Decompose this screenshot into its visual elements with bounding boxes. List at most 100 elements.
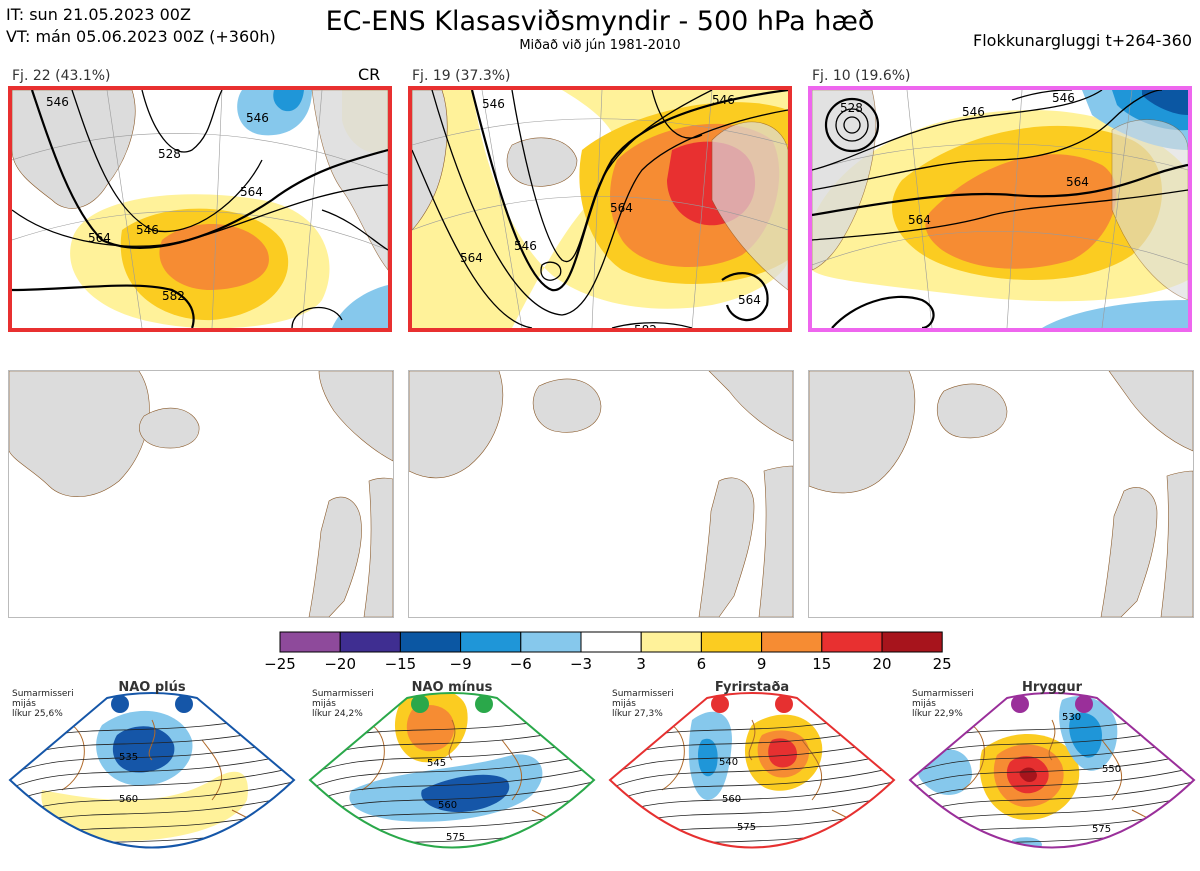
height-contour <box>910 751 1194 793</box>
regime-sector-frame <box>908 692 1196 849</box>
panel-2-label: Fj. 19 (37.3%) <box>412 68 511 84</box>
contour-label: 564 <box>88 231 111 245</box>
colorbar-tick-label: 15 <box>812 655 831 673</box>
empty-map-3 <box>808 370 1194 618</box>
contour-label: 560 <box>119 794 138 805</box>
regime-title: Fyrirstaða <box>715 680 789 695</box>
anomaly-negative-area <box>273 90 304 112</box>
land-europe <box>1160 470 1193 617</box>
height-contour <box>310 737 594 779</box>
height-contour <box>610 737 894 779</box>
regime-info: Sumarmisseri mijás líkur 24,2% <box>312 689 374 719</box>
regime-map: 530 550 575 Hryggur <box>908 680 1196 849</box>
regime-anomaly-area <box>406 705 455 752</box>
land-europe <box>363 477 393 617</box>
regime-anomaly-area <box>421 774 510 813</box>
contour-label: 564 <box>460 251 483 265</box>
land-british-isles <box>308 496 362 617</box>
regime-map: 540 560 575 Fyrirstaða <box>608 680 896 849</box>
regime-info: Sumarmisseri mijás líkur 22,9% <box>912 689 974 719</box>
regime-info-line: Sumarmisseri <box>912 689 974 699</box>
regime-info-line: mijás <box>12 699 36 709</box>
empty-map-2 <box>408 370 794 618</box>
coastline <box>961 719 1183 827</box>
contour-label: 545 <box>427 758 446 769</box>
graticule <box>12 90 388 328</box>
land-scandinavia <box>318 371 393 462</box>
contour-label: 560 <box>438 800 457 811</box>
land-iceland <box>506 137 578 187</box>
contour-label: 560 <box>722 794 741 805</box>
regime-anomaly-area <box>41 771 248 841</box>
regime-sector-frame <box>608 692 896 849</box>
colorbar-swatch <box>520 631 582 653</box>
contour-label: 550 <box>1102 764 1121 775</box>
contour-label: 546 <box>246 111 269 125</box>
land-greenland <box>809 371 916 494</box>
anomaly-negative-area <box>1042 300 1188 328</box>
anomaly-negative-area <box>1142 90 1188 115</box>
regime-marker <box>1075 695 1093 713</box>
colorbar-swatch <box>580 631 642 653</box>
regime-anomaly-area <box>1069 712 1102 758</box>
anomaly-positive-area <box>925 154 1117 269</box>
colorbar-swatch <box>279 631 341 653</box>
contour-labels: 528 546 546 564 564 <box>840 91 1089 227</box>
regime-info: Sumarmisseri mijás líkur 25,6% <box>12 689 74 719</box>
land-greenland <box>12 90 136 209</box>
contour-label: 546 <box>712 93 735 107</box>
cluster-map-1-svg: 546 528 546 546 564 564 582 <box>12 90 388 328</box>
cluster-map-3: 528 546 546 564 564 <box>808 86 1192 332</box>
contour-label: 546 <box>514 239 537 253</box>
regime-map: 535 560 NAO plús <box>8 680 296 849</box>
colorbar-swatch <box>821 631 883 653</box>
colorbar-tick-label: −20 <box>324 655 356 673</box>
regime-map: 545 560 575 NAO mínus <box>308 680 596 849</box>
colorbar-swatch <box>460 631 522 653</box>
contour-label: 528 <box>840 101 863 115</box>
chart-subtitle: Miðað við jún 1981-2010 <box>519 38 681 53</box>
cluster-map-3-svg: 528 546 546 564 564 <box>812 90 1188 328</box>
regime-info-line: Sumarmisseri <box>12 689 74 699</box>
empty-map-1 <box>8 370 394 618</box>
regime-sector-frame <box>308 692 596 849</box>
land-scandinavia <box>311 90 388 271</box>
regime-title: NAO plús <box>118 680 186 695</box>
colorbar-swatch <box>881 631 943 653</box>
cluster-map-1: 546 528 546 546 564 564 582 <box>8 86 392 332</box>
regime-marker <box>711 695 729 713</box>
height-contour <box>910 765 1194 807</box>
colorbar-swatch <box>339 631 401 653</box>
colorbar-tick-label: −15 <box>385 655 417 673</box>
panel-1-regime-tag: CR <box>358 65 381 84</box>
height-contour <box>10 751 294 793</box>
initial-time: IT: sun 21.05.2023 00Z <box>6 5 191 24</box>
land-british-isles <box>698 477 755 617</box>
contour-label: 564 <box>738 293 761 307</box>
coastline <box>61 719 283 827</box>
contour-label: 575 <box>737 822 756 833</box>
colorbar-tick-label: −3 <box>570 655 592 673</box>
contour-label: 546 <box>1052 91 1075 105</box>
empty-map-1-svg <box>9 371 393 617</box>
colorbar-tick-label: 20 <box>872 655 891 673</box>
regime-sector-frame <box>8 692 296 849</box>
colorbar-tick-label: 3 <box>636 655 646 673</box>
valid-time: VT: mán 05.06.2023 00Z (+360h) <box>6 27 276 46</box>
land-greenland <box>412 90 448 231</box>
chart-title: EC-ENS Klasasviðsmyndir - 500 hPa hæð <box>325 6 875 37</box>
regime-info-line: mijás <box>912 699 936 709</box>
empty-map-2-svg <box>409 371 793 617</box>
regime-anomaly-area <box>112 726 175 773</box>
regime-marker <box>475 695 493 713</box>
regime-probability: líkur 27,3% <box>612 709 663 719</box>
colorbar-swatch <box>761 631 823 653</box>
cluster-map-2: 546 546 564 564 546 564 582 <box>408 86 792 332</box>
land-scandinavia <box>711 121 788 291</box>
colorbar-swatch <box>399 631 462 653</box>
land-greenland <box>9 371 150 497</box>
land-greenland <box>409 371 504 479</box>
contour-label: 535 <box>119 752 138 763</box>
land-scandinavia <box>1108 371 1193 452</box>
colorbar-swatch <box>640 631 702 653</box>
